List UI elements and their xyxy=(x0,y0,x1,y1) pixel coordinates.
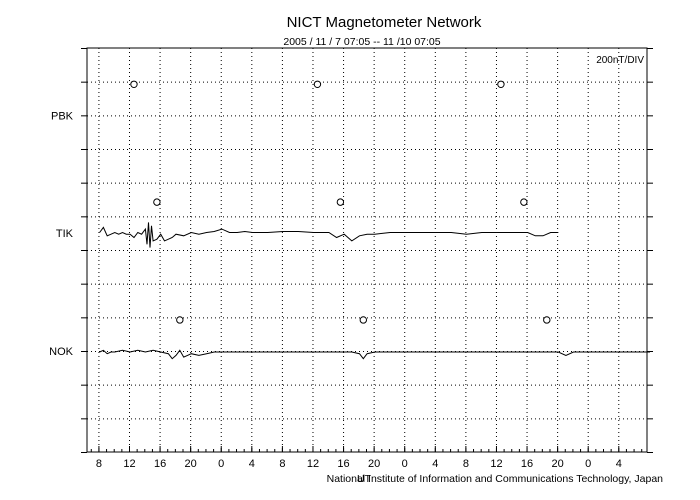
x-tick-label: 20 xyxy=(551,458,563,470)
x-tick-label: 8 xyxy=(463,458,469,470)
noon-marker xyxy=(336,198,345,206)
x-tick-label: 4 xyxy=(616,458,622,470)
station-label: PBK xyxy=(51,110,74,122)
footer-overlap-label: UT xyxy=(357,473,372,485)
x-tick-labels: 8 12 16 20 0 4 8 12 16 20 0 4 8 12 16 20 0 4 xyxy=(96,458,622,470)
station-label: NOK xyxy=(49,346,74,358)
noon-marker xyxy=(130,80,138,89)
noon-marker xyxy=(153,198,161,206)
trace-nok xyxy=(99,349,650,360)
x-tick-label: 16 xyxy=(337,458,349,470)
footer-text: National Institute of Information and Co… xyxy=(327,473,664,485)
station-label: TIK xyxy=(56,228,74,240)
scale-label: 200nT/DIV xyxy=(596,55,644,66)
x-tick-label: 4 xyxy=(249,458,255,470)
stations: PBK TIK NOK xyxy=(49,110,74,358)
grid xyxy=(87,48,647,452)
noon-marker xyxy=(497,80,505,89)
x-tick-label: 0 xyxy=(585,458,591,470)
x-tick-label: 0 xyxy=(218,458,224,470)
noon-markers xyxy=(130,80,551,324)
x-tick-label: 8 xyxy=(96,458,102,470)
x-tick-label: 20 xyxy=(185,458,197,470)
x-tick-label: 8 xyxy=(279,458,285,470)
chart-subtitle: 2005 / 11 / 7 07:05 -- 11 /10 07:05 xyxy=(283,36,440,48)
x-tick-label: 0 xyxy=(402,458,408,470)
traces xyxy=(99,222,650,360)
x-tick-label: 16 xyxy=(521,458,533,470)
x-tick-label: 12 xyxy=(490,458,502,470)
chart-title: NICT Magnetometer Network xyxy=(287,14,482,31)
noon-marker xyxy=(543,316,551,324)
noon-marker xyxy=(176,316,184,324)
x-tick-label: 20 xyxy=(368,458,380,470)
x-tick-label: 4 xyxy=(432,458,438,470)
x-tick-label: 16 xyxy=(154,458,166,470)
x-tick-label: 12 xyxy=(123,458,135,470)
noon-marker xyxy=(359,316,368,324)
axis-ticks xyxy=(81,48,653,453)
x-tick-label: 12 xyxy=(307,458,319,470)
noon-marker xyxy=(313,80,322,89)
noon-marker xyxy=(520,198,528,206)
trace-tik xyxy=(99,222,559,248)
